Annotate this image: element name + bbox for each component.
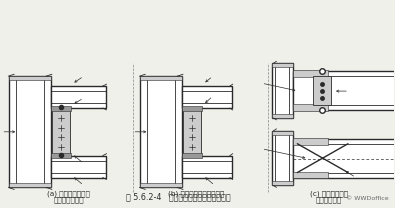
Text: (b) 梁翼缘板与柱身的连接: (b) 梁翼缘板与柱身的连接: [168, 190, 224, 197]
Bar: [293, 70, 328, 77]
Text: 图 5.6.2-4   框架柱与梁刚性连接节点形式: 图 5.6.2-4 框架柱与梁刚性连接节点形式: [126, 192, 230, 201]
Bar: [271, 63, 293, 118]
Bar: [182, 156, 232, 177]
Bar: [293, 71, 395, 110]
Bar: [293, 172, 328, 178]
Bar: [51, 86, 105, 108]
Bar: [271, 131, 293, 186]
Bar: [140, 183, 182, 187]
Bar: [9, 183, 51, 187]
Text: 横隔板的连接: 横隔板的连接: [316, 196, 342, 203]
Bar: [293, 104, 328, 111]
Bar: [9, 76, 51, 80]
Text: © WWDoffice: © WWDoffice: [346, 196, 388, 201]
Bar: [9, 76, 51, 187]
Bar: [271, 114, 293, 118]
Bar: [51, 156, 105, 177]
Bar: [313, 76, 331, 105]
Text: 梁翼缘板的连接: 梁翼缘板的连接: [54, 196, 84, 203]
Bar: [293, 138, 328, 145]
Bar: [140, 76, 182, 80]
Bar: [51, 106, 71, 111]
Bar: [182, 153, 202, 158]
Text: (c) 梁翼缘板与柱: (c) 梁翼缘板与柱: [310, 190, 348, 197]
Bar: [140, 76, 182, 187]
Bar: [182, 86, 232, 108]
Bar: [182, 106, 202, 111]
Bar: [271, 63, 293, 67]
Bar: [183, 108, 201, 156]
Bar: [51, 153, 71, 158]
Bar: [271, 131, 293, 135]
Bar: [52, 108, 70, 156]
Bar: [293, 139, 395, 177]
Bar: [271, 181, 293, 186]
Text: (a) 梁翼缘板与悬臂: (a) 梁翼缘板与悬臂: [47, 190, 90, 197]
